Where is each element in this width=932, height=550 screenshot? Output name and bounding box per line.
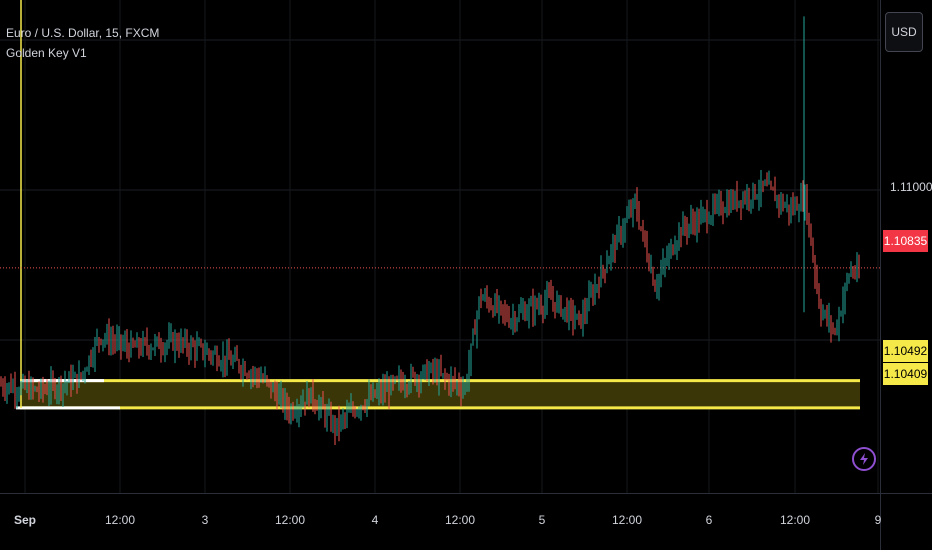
symbol-title: Euro / U.S. Dollar, 15, FXCM (6, 26, 160, 40)
indicator-name: Golden Key V1 (6, 46, 87, 60)
currency-button[interactable]: USD (885, 12, 923, 52)
alert-bolt-icon[interactable] (852, 447, 876, 471)
lightning-icon (860, 453, 868, 465)
time-tick-label: 4 (371, 513, 379, 527)
time-tick-label: 12:00 (104, 513, 136, 527)
time-tick-label: Sep (13, 513, 37, 527)
last-price-tag: 1.10835 (883, 230, 928, 252)
time-tick-label: 12:00 (611, 513, 643, 527)
time-tick-label: 9 (874, 513, 882, 527)
time-tick-label: 6 (705, 513, 713, 527)
time-tick-label: 5 (538, 513, 546, 527)
zone-top-price-tag: 1.10492 (883, 340, 928, 362)
time-tick-label: 12:00 (444, 513, 476, 527)
golden-zone (20, 380, 860, 408)
time-tick-label: 12:00 (274, 513, 306, 527)
candles (0, 170, 860, 446)
zone-bottom-price-tag: 1.10409 (883, 363, 928, 385)
time-tick-label: 3 (201, 513, 209, 527)
price-tick-label: 1.11000 (890, 180, 932, 194)
time-tick-label: 12:00 (779, 513, 811, 527)
